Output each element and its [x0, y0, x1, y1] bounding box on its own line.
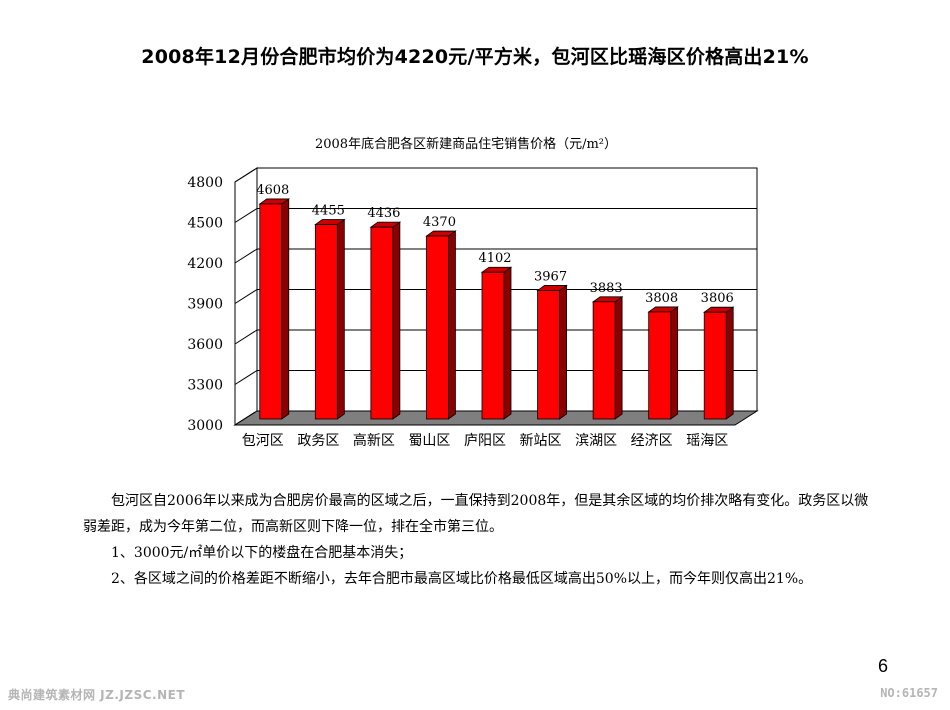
body-text: 包河区自2006年以来成为合肥房价最高的区域之后，一直保持到2008年，但是其余… [83, 488, 873, 592]
bar [259, 203, 283, 420]
gridline-side [234, 248, 258, 264]
y-tick-label: 3600 [187, 337, 223, 353]
bar-side [448, 230, 456, 420]
page-number: 6 [878, 656, 889, 676]
gridline-side [234, 329, 258, 345]
data-label: 4102 [478, 251, 511, 266]
y-tick-label: 4800 [187, 175, 223, 191]
bar [703, 311, 727, 420]
bar-side [281, 198, 290, 420]
y-tick-label: 4200 [187, 256, 223, 272]
x-tick-label: 蜀山区 [408, 433, 450, 449]
gridline-side [234, 208, 258, 223]
y-tick-label: 4500 [187, 216, 223, 232]
x-tick-label: 经济区 [631, 433, 673, 449]
bar [426, 235, 449, 420]
bar-side [670, 306, 679, 420]
body-paragraph-3: 2、各区域之间的价格差距不断缩小，去年合肥市最高区域比价格最低区域高出50%以上… [111, 571, 813, 587]
bar-side [392, 221, 401, 420]
gridline-side [234, 370, 258, 385]
y-tick-label: 3300 [187, 378, 223, 394]
watermark-left: 典尚建筑素材网 JZ.JZSC.NET [8, 688, 186, 702]
bar [648, 311, 672, 420]
data-label: 3808 [645, 291, 678, 306]
data-label: 4370 [423, 215, 456, 230]
data-label: 3806 [701, 291, 734, 306]
bar-side [725, 306, 734, 420]
data-label: 4455 [312, 204, 345, 219]
data-label: 4608 [256, 183, 289, 198]
bar-side [614, 296, 623, 420]
bar [370, 226, 394, 420]
chart-title: 2008年底合肥各区新建商品住宅销售价格（元/m²） [314, 137, 617, 152]
x-tick-label: 滨湖区 [575, 433, 617, 449]
data-label: 4436 [367, 206, 400, 221]
body-paragraph-2: 1、3000元/㎡单价以下的楼盘在合肥基本消失； [111, 545, 413, 561]
bar-side [336, 218, 345, 420]
slide-title: 2008年12月份合肥市均价为4220元/平方米，包河区比瑶海区价格高出21% [141, 46, 809, 68]
bar-side [503, 266, 512, 420]
y-tick-label: 3000 [187, 418, 223, 434]
gridline-side [234, 167, 258, 183]
bar-side [559, 284, 567, 420]
bar [481, 271, 505, 420]
x-tick-label: 新站区 [520, 433, 562, 449]
x-tick-label: 高新区 [353, 432, 395, 449]
data-label: 3967 [534, 269, 567, 284]
body-paragraph-1: 包河区自2006年以来成为合肥房价最高的区域之后，一直保持到2008年，但是其余… [83, 493, 869, 535]
watermark-right: NO:61657 [880, 686, 938, 700]
y-tick-label: 3900 [187, 297, 223, 313]
data-label: 3883 [590, 281, 623, 296]
gridline-side [234, 289, 258, 304]
x-tick-label: 包河区 [242, 433, 284, 449]
x-tick-label: 政务区 [297, 433, 339, 449]
bar [537, 290, 560, 420]
x-tick-label: 瑶海区 [686, 433, 728, 449]
bar [314, 224, 338, 420]
bar [592, 301, 616, 420]
x-tick-label: 庐阳区 [464, 433, 506, 449]
bar-chart: 3000 3300 3600 3900 4200 4500 4800 4608 包河区 4455 政… [187, 167, 759, 449]
